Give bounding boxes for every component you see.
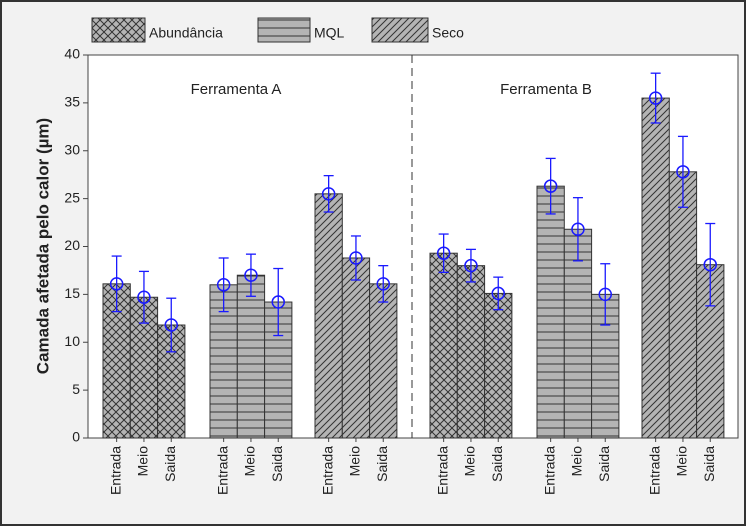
mean-marker	[244, 268, 258, 282]
mean-marker	[376, 277, 390, 291]
mean-marker	[109, 277, 124, 291]
mean-marker	[349, 251, 363, 265]
y-tick-label: 30	[64, 141, 80, 157]
mean-marker	[216, 278, 231, 292]
mean-marker	[137, 290, 151, 304]
x-tick-label: Entrada	[541, 446, 557, 495]
bar	[429, 252, 458, 439]
bar	[456, 265, 486, 439]
bar	[314, 193, 343, 439]
mean-marker	[598, 287, 612, 302]
mean-marker	[703, 257, 717, 272]
x-tick-label: Entrada	[646, 446, 662, 495]
bar	[484, 292, 513, 439]
y-tick-label: 20	[64, 237, 80, 253]
x-tick-label: Meio	[347, 446, 363, 477]
mean-marker	[676, 165, 690, 179]
x-tick-label: Entrada	[434, 446, 450, 495]
y-tick-label: 5	[72, 381, 80, 397]
y-tick-label: 0	[72, 429, 80, 445]
x-tick-label: Meio	[242, 446, 258, 477]
x-tick-label: Meio	[569, 446, 585, 477]
annotation: Ferramenta A	[191, 81, 282, 98]
plot-area	[87, 54, 739, 439]
mean-marker	[271, 295, 285, 309]
x-tick-label: Entrada	[107, 446, 123, 495]
y-axis-label: Camada afetada pelo calor (µm)	[33, 118, 52, 374]
x-tick-label: Meio	[135, 446, 151, 477]
legend-label: Seco	[432, 25, 464, 41]
x-tick-label: Saida	[162, 446, 178, 482]
bar	[536, 185, 565, 439]
x-tick-label: Entrada	[319, 446, 335, 495]
mean-marker	[571, 222, 585, 237]
annotation: Ferramenta B	[500, 81, 592, 98]
bar	[641, 97, 670, 439]
x-tick-label: Meio	[462, 446, 478, 477]
y-tick-label: 25	[64, 189, 80, 205]
y-tick-label: 10	[64, 333, 80, 349]
x-tick-label: Saida	[701, 446, 717, 482]
legend-label: Abundância	[149, 25, 223, 41]
legend-label: MQL	[314, 25, 345, 41]
legend-swatch	[257, 17, 311, 43]
mean-marker	[543, 179, 558, 193]
y-tick-label: 40	[64, 46, 80, 62]
legend-swatch	[371, 17, 429, 43]
x-tick-label: Meio	[674, 446, 690, 477]
x-tick-label: Saida	[489, 446, 505, 482]
x-tick-label: Saida	[269, 446, 285, 482]
legend-swatch	[91, 17, 146, 43]
mean-marker	[321, 187, 336, 201]
x-tick-label: Saida	[374, 446, 390, 482]
mean-marker	[464, 258, 478, 273]
y-tick-label: 15	[64, 285, 80, 301]
mean-marker	[491, 286, 505, 301]
mean-marker	[164, 318, 178, 332]
x-tick-label: Entrada	[214, 446, 230, 495]
bar	[668, 171, 698, 439]
bar	[341, 257, 371, 439]
mean-marker	[436, 246, 451, 260]
y-tick-label: 35	[64, 94, 80, 110]
bar	[236, 274, 266, 439]
mean-marker	[648, 91, 663, 105]
x-tick-label: Saida	[596, 446, 612, 482]
bar	[369, 283, 398, 439]
